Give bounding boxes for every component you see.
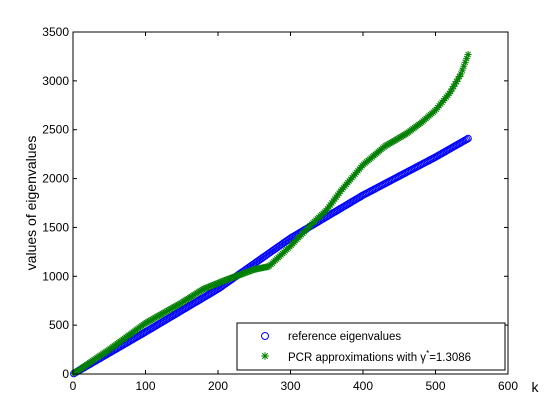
x-tick-label: 200 bbox=[208, 379, 228, 393]
series-layer bbox=[70, 50, 472, 378]
pcr-point bbox=[464, 50, 472, 58]
x-tick-label: 600 bbox=[498, 379, 518, 393]
legend-label-reference: reference eigenvalues bbox=[288, 331, 401, 343]
reference-point bbox=[462, 135, 471, 144]
x-tick-label: 400 bbox=[353, 379, 373, 393]
legend-label-pcr-value: =1.3086 bbox=[429, 352, 471, 364]
y-tick-label: 500 bbox=[49, 318, 69, 332]
y-axis-label: values of eigenvalues bbox=[23, 136, 39, 271]
legend-star-glyph bbox=[261, 352, 269, 360]
x-tick-label: 100 bbox=[135, 379, 155, 393]
y-tick-label: 1000 bbox=[42, 269, 69, 283]
legend: reference eigenvalues PCR approximations… bbox=[236, 322, 506, 371]
ticks-layer: 0 100 200 300 400 500 600 0 500 1000 1500 2000 2500 3… bbox=[42, 25, 518, 393]
legend-label-pcr: PCR approximations with γ*=1.3086 bbox=[288, 349, 471, 364]
legend-marker-reference bbox=[261, 332, 269, 340]
y-tick-label: 0 bbox=[62, 367, 69, 381]
y-tick-label: 1500 bbox=[42, 220, 69, 234]
legend-box bbox=[236, 322, 506, 371]
reference-point bbox=[464, 134, 472, 143]
y-tick-label: 2000 bbox=[42, 172, 69, 186]
y-tick-label: 3500 bbox=[42, 25, 69, 39]
x-tick-label: 500 bbox=[425, 379, 445, 393]
plot-area bbox=[73, 32, 508, 374]
y-tick-label: 3000 bbox=[42, 74, 69, 88]
series-pcr-approximations bbox=[70, 50, 472, 378]
x-axis-label: k bbox=[532, 379, 540, 395]
y-tick-label: 2500 bbox=[42, 123, 69, 137]
x-tick-label: 300 bbox=[280, 379, 300, 393]
legend-marker-pcr bbox=[261, 352, 269, 360]
x-tick-label: 0 bbox=[70, 379, 77, 393]
legend-label-pcr-main: PCR approximations with γ bbox=[288, 352, 426, 364]
legend-label-pcr-superscript: * bbox=[426, 349, 429, 358]
